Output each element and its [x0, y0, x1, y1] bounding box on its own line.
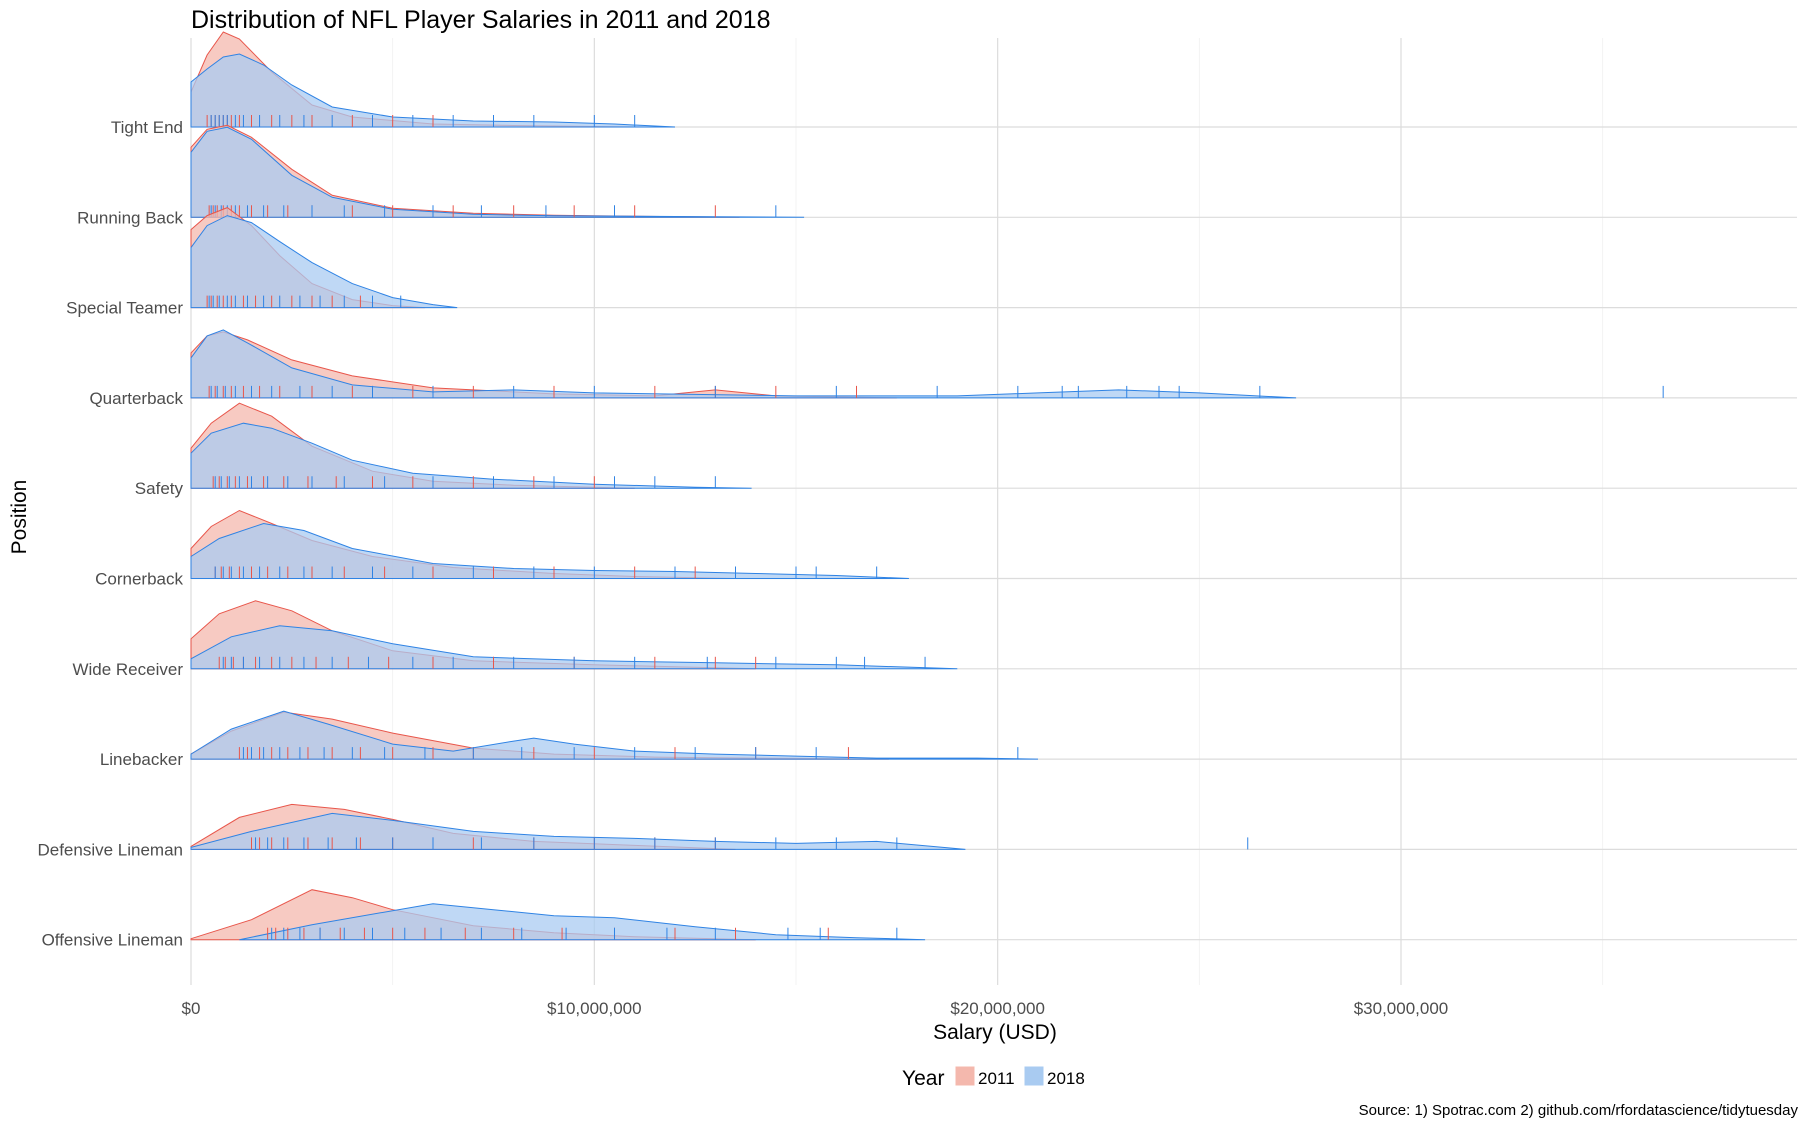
density-2018	[190, 126, 805, 218]
y-tick-label: Special Teamer	[66, 299, 183, 318]
legend-label-2011: 2011	[978, 1069, 1015, 1088]
x-axis-label: Salary (USD)	[933, 1021, 1057, 1044]
x-tick-label: $0	[182, 999, 201, 1018]
density-2018	[190, 329, 1297, 399]
y-tick-label: Quarterback	[89, 389, 183, 408]
y-axis-label: Position	[8, 480, 31, 555]
density-2018	[190, 812, 966, 850]
density-2018	[190, 625, 958, 670]
density-2018	[190, 710, 1039, 760]
density-2018	[190, 53, 676, 128]
legend-swatch-2011	[954, 1065, 976, 1087]
ridge-cornerback	[190, 509, 909, 579]
legend-swatch-2018	[1023, 1065, 1045, 1087]
ridge-quarterback	[190, 329, 1664, 399]
source-caption: Source: 1) Spotrac.com 2) github.com/rfo…	[1359, 1102, 1799, 1119]
x-tick-label: $20,000,000	[950, 999, 1045, 1018]
ridge-linebacker	[190, 710, 1039, 760]
y-tick-label: Linebacker	[100, 750, 184, 769]
ridge-tight-end	[190, 31, 676, 128]
legend: Year 2011 2018	[902, 1065, 1085, 1090]
y-tick-label: Running Back	[77, 208, 183, 227]
density-2018	[239, 903, 926, 941]
ridge-safety	[190, 402, 752, 489]
x-tick-label: $30,000,000	[1354, 999, 1449, 1018]
ridge-offensive-lineman	[190, 889, 926, 941]
ridge-special-teamer	[190, 207, 458, 309]
density-2018	[190, 215, 458, 309]
ridge-layer	[190, 31, 1664, 941]
density-2018	[190, 522, 909, 579]
density-2018	[190, 422, 752, 489]
y-tick-label: Offensive Lineman	[42, 931, 183, 950]
axis-layer: $0 $10,000,000 $20,000,000 $30,000,000 Tight…	[37, 118, 1448, 1018]
ridge-defensive-lineman	[190, 803, 1249, 850]
legend-title: Year	[902, 1067, 944, 1090]
ridge-running-back	[190, 124, 805, 218]
y-tick-label: Safety	[135, 479, 184, 498]
ridge-wide-receiver	[190, 600, 958, 670]
y-tick-label: Defensive Lineman	[37, 840, 183, 859]
legend-label-2018: 2018	[1047, 1069, 1085, 1088]
chart-title: Distribution of NFL Player Salaries in 2…	[191, 6, 771, 34]
y-tick-label: Cornerback	[95, 570, 183, 589]
y-tick-label: Wide Receiver	[72, 660, 183, 679]
y-tick-label: Tight End	[111, 118, 183, 137]
x-tick-label: $10,000,000	[547, 999, 642, 1018]
